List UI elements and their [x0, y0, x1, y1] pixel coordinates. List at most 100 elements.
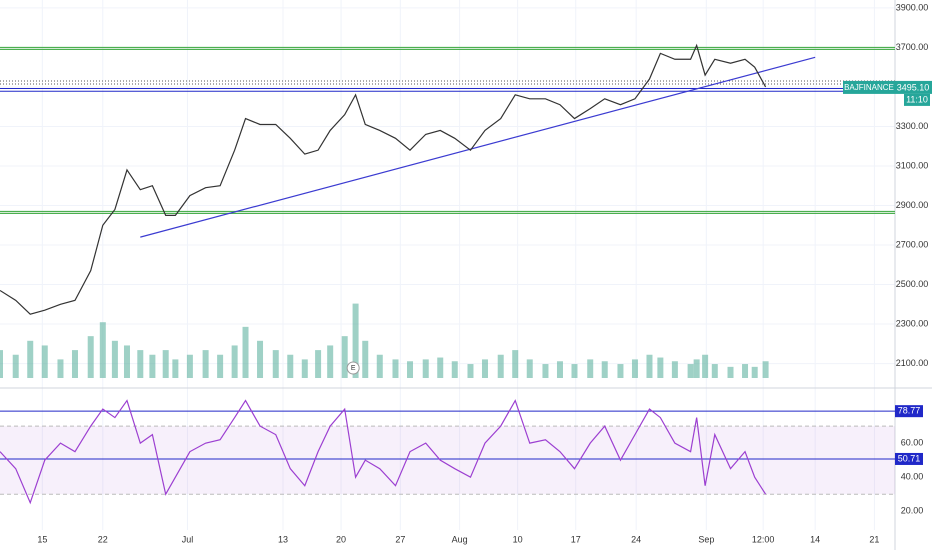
y-tick-label: 2100.00 — [896, 358, 929, 368]
volume-bar — [437, 357, 444, 378]
volume-bar — [123, 345, 130, 378]
y-tick-label: 2500.00 — [896, 279, 929, 289]
volume-bar — [27, 340, 34, 378]
volume-bar — [341, 336, 348, 378]
volume-bar — [71, 350, 78, 378]
volume-bar — [542, 364, 549, 378]
y-tick-label: 3900.00 — [896, 2, 929, 12]
x-tick-label: 21 — [869, 534, 879, 544]
volume-bar — [601, 361, 608, 378]
x-tick-label: 22 — [98, 534, 108, 544]
volume-bar — [512, 350, 519, 378]
volume-bar — [687, 364, 694, 378]
volume-bar — [481, 359, 488, 378]
event-marker — [346, 361, 360, 375]
volume-bar — [742, 364, 749, 378]
volume-bar — [571, 364, 578, 378]
x-tick-label: 14 — [810, 534, 820, 544]
volume-bar — [727, 366, 734, 378]
y-tick-label: 40.00 — [901, 472, 924, 482]
volume-bar — [657, 357, 664, 378]
volume-bar — [362, 340, 369, 378]
y-tick-label: 2300.00 — [896, 318, 929, 328]
x-tick-label: 17 — [571, 534, 581, 544]
volume-bar — [315, 350, 322, 378]
y-tick-label: 2700.00 — [896, 239, 929, 249]
event-label: E — [351, 365, 356, 372]
x-tick-label: 24 — [631, 534, 641, 544]
volume-bar — [111, 340, 118, 378]
level-label: 50.71 — [898, 453, 921, 463]
x-tick-label: Sep — [698, 534, 714, 544]
volume-bar — [693, 359, 700, 378]
volume-bar — [217, 354, 224, 378]
x-tick-label: Jul — [182, 534, 194, 544]
level-label: 78.77 — [898, 406, 921, 416]
volume-bar — [631, 359, 638, 378]
y-tick-label: 60.00 — [901, 438, 924, 448]
series-line — [0, 43, 767, 315]
volume-bar — [526, 359, 533, 378]
volume-bar — [57, 359, 64, 378]
trendline — [140, 56, 816, 238]
y-tick-label: 20.00 — [901, 506, 924, 516]
y-tick-label: 3300.00 — [896, 121, 929, 131]
volume-bar — [556, 361, 563, 378]
volume-bar — [12, 354, 19, 378]
last-price: 3495.10 — [897, 82, 930, 92]
volume-bar — [407, 361, 414, 378]
volume-bar — [162, 350, 169, 378]
volume-bar — [497, 354, 504, 378]
volume-bar — [202, 350, 209, 378]
countdown-tag — [904, 93, 930, 106]
x-tick-label: 12:00 — [752, 534, 775, 544]
volume-bar — [257, 340, 264, 378]
volume-bar — [0, 350, 3, 378]
volume-bar — [671, 361, 678, 378]
rsi-band — [0, 426, 895, 495]
volume-bar — [762, 361, 769, 378]
y-tick-label: 2900.00 — [896, 200, 929, 210]
plot-bg — [0, 0, 895, 378]
level-tag — [895, 405, 923, 418]
x-tick-label: 15 — [37, 534, 47, 544]
x-tick-label: 13 — [278, 534, 288, 544]
volume-bar — [352, 303, 359, 378]
price-tag — [895, 80, 932, 94]
volume-bar — [422, 359, 429, 378]
volume-bar — [99, 322, 106, 378]
volume-bar — [242, 326, 249, 378]
symbol-label: BAJFINANCE — [844, 83, 894, 92]
x-tick-label: 20 — [336, 534, 346, 544]
volume-bar — [392, 359, 399, 378]
volume-bar — [711, 364, 718, 378]
volume-bar — [751, 366, 758, 378]
level-tag — [895, 452, 923, 465]
y-tick-label: 3100.00 — [896, 160, 929, 170]
volume-bar — [137, 350, 144, 378]
x-tick-label: 27 — [395, 534, 405, 544]
volume-bar — [467, 364, 474, 378]
volume-bar — [87, 336, 94, 378]
volume-bar — [186, 354, 193, 378]
volume-bar — [376, 354, 383, 378]
volume-bar — [617, 364, 624, 378]
y-tick-label: 3700.00 — [896, 42, 929, 52]
volume-bar — [287, 354, 294, 378]
volume-bar — [272, 350, 279, 378]
x-tick-label: Aug — [452, 534, 468, 544]
volume-bar — [451, 361, 458, 378]
volume-bar — [327, 345, 334, 378]
series-line — [0, 399, 767, 505]
volume-bar — [587, 359, 594, 378]
x-tick-label: 10 — [513, 534, 523, 544]
countdown: 11:10 — [906, 94, 928, 104]
volume-bar — [41, 345, 48, 378]
volume-bar — [702, 354, 709, 378]
volume-bar — [646, 354, 653, 378]
volume-bar — [231, 345, 238, 378]
volume-bar — [149, 354, 156, 378]
volume-bar — [172, 359, 179, 378]
symbol-tag — [843, 80, 895, 94]
